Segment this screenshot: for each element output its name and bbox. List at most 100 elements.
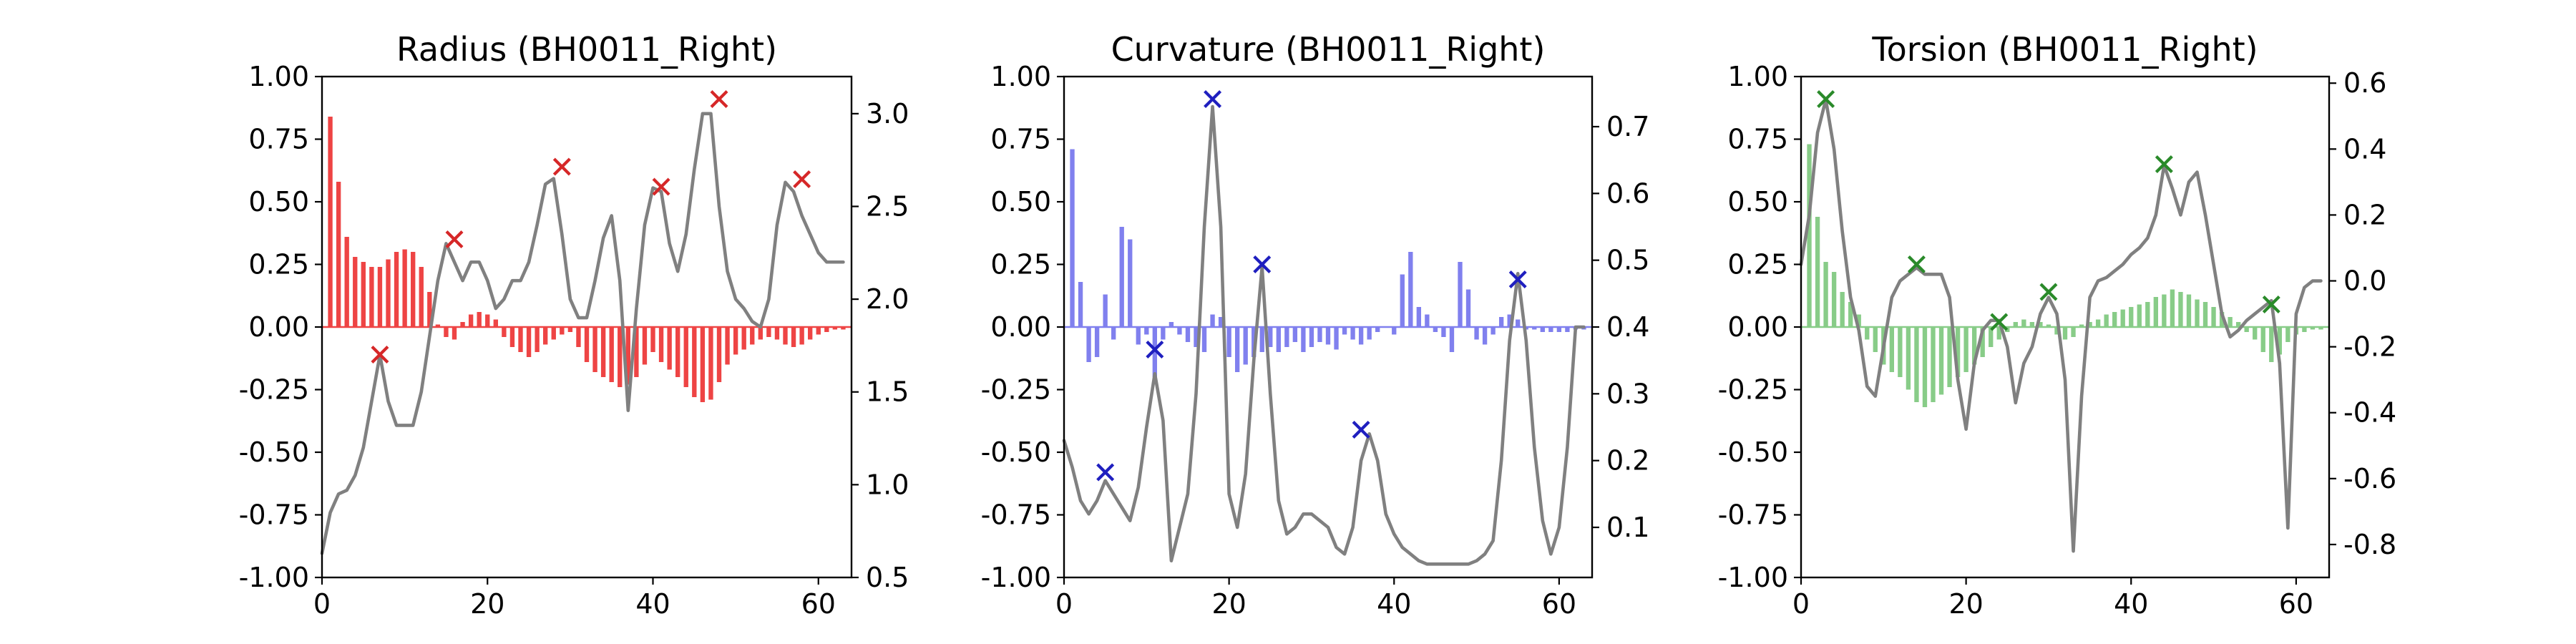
bar (1194, 327, 1199, 347)
y2-tick-label: -0.8 (2343, 529, 2396, 560)
bar (1070, 149, 1075, 327)
bar (427, 292, 432, 327)
bar (2253, 327, 2258, 340)
peak-marker-stroke (1817, 90, 1835, 108)
bar (452, 327, 457, 340)
y2-tick-label: 3.0 (866, 98, 909, 130)
bar (1491, 327, 1496, 335)
bar (625, 327, 630, 385)
bar (758, 327, 763, 340)
peak-marker-stroke (1146, 341, 1164, 358)
bar (766, 327, 771, 337)
bar (609, 327, 614, 382)
bar (576, 327, 581, 347)
y-tick-label: -0.25 (981, 374, 1051, 406)
y-tick-label: 0.00 (248, 311, 309, 343)
bar (1136, 327, 1141, 345)
peak-marker-stroke (2262, 296, 2280, 313)
y-tick-label: 0.25 (1727, 249, 1788, 280)
peak-marker (1204, 90, 1222, 108)
bar (1375, 327, 1380, 332)
bar (1144, 327, 1149, 335)
bar (1210, 314, 1215, 327)
y-tick-label: -0.25 (239, 374, 309, 406)
x-tick-label: 0 (1792, 588, 1810, 620)
bar (1234, 327, 1240, 372)
bar (1309, 327, 1314, 347)
bar (2170, 289, 2175, 327)
y2-tick-label: 2.5 (866, 190, 909, 222)
x-tick-label: 40 (2114, 588, 2148, 620)
bar (1416, 307, 1422, 327)
bar (2013, 322, 2018, 327)
bar (1334, 327, 1339, 350)
peak-marker (710, 90, 728, 108)
bar (2137, 304, 2142, 327)
y2-tick-label: 0.4 (2343, 133, 2386, 165)
bar (716, 327, 722, 382)
bar (1865, 327, 1870, 340)
bar (1152, 327, 1158, 377)
bar (600, 327, 606, 377)
bar (2062, 327, 2068, 340)
bar (477, 312, 482, 327)
peak-marker-stroke (2155, 155, 2173, 173)
peak-marker-stroke (710, 90, 728, 108)
y2-tick-label: 0.3 (1606, 378, 1649, 409)
chart-panel-3: Torsion (BH0011_Right) 0 20 40 60 -1.00 -0.75 -… (1718, 30, 2396, 620)
bar (518, 327, 523, 352)
bar (700, 327, 706, 402)
bar (1425, 314, 1430, 327)
peak-marker-stroke (652, 177, 670, 196)
y-tick-label: 0.50 (248, 186, 309, 218)
bar (444, 327, 449, 337)
peak-marker (793, 170, 811, 188)
bar (2178, 292, 2183, 327)
peak-marker (1508, 270, 1527, 288)
bar (1889, 327, 1895, 372)
bar (1840, 292, 1845, 327)
y-tick-label: -0.75 (981, 499, 1051, 531)
bar (1342, 327, 1347, 335)
bar (1856, 314, 1861, 327)
bar (816, 327, 821, 335)
bar (799, 327, 804, 345)
bar (2005, 327, 2010, 332)
bar (1931, 327, 1936, 402)
bar (1947, 327, 1952, 387)
peak-marker-stroke (552, 157, 571, 176)
y-tick-label: 1.00 (1727, 61, 1788, 92)
bar (1507, 314, 1512, 327)
bar (336, 182, 341, 327)
bar (1317, 327, 1322, 342)
bar (791, 327, 796, 347)
bar (402, 249, 407, 327)
bar (1119, 227, 1124, 327)
bar (460, 322, 465, 327)
y-tick-label: 0.00 (990, 311, 1051, 343)
bar (2071, 327, 2076, 337)
bar (2087, 322, 2092, 327)
bar (2079, 324, 2084, 327)
bar (1218, 317, 1224, 327)
bar (493, 319, 498, 327)
y2-tick-label: 0.4 (1606, 311, 1649, 343)
bar (1938, 327, 1944, 395)
bar (2145, 302, 2150, 327)
peak-marker (2262, 296, 2280, 313)
peak-marker-stroke (793, 170, 811, 188)
y2-tick-label: 0.6 (1606, 177, 1649, 209)
peak-marker (371, 346, 389, 364)
bar (2228, 317, 2233, 327)
bar (650, 327, 655, 352)
y-tick-label: -0.75 (1718, 499, 1788, 531)
y-tick-label: -1.00 (1718, 562, 1788, 593)
y2-tick-label: 0.2 (2343, 199, 2386, 230)
y-tick-label: 0.75 (990, 124, 1051, 155)
peak-marker (652, 177, 670, 196)
peak-marker (1990, 313, 2009, 331)
bar (1078, 282, 1083, 327)
bar (1350, 327, 1355, 340)
bar (618, 327, 623, 387)
